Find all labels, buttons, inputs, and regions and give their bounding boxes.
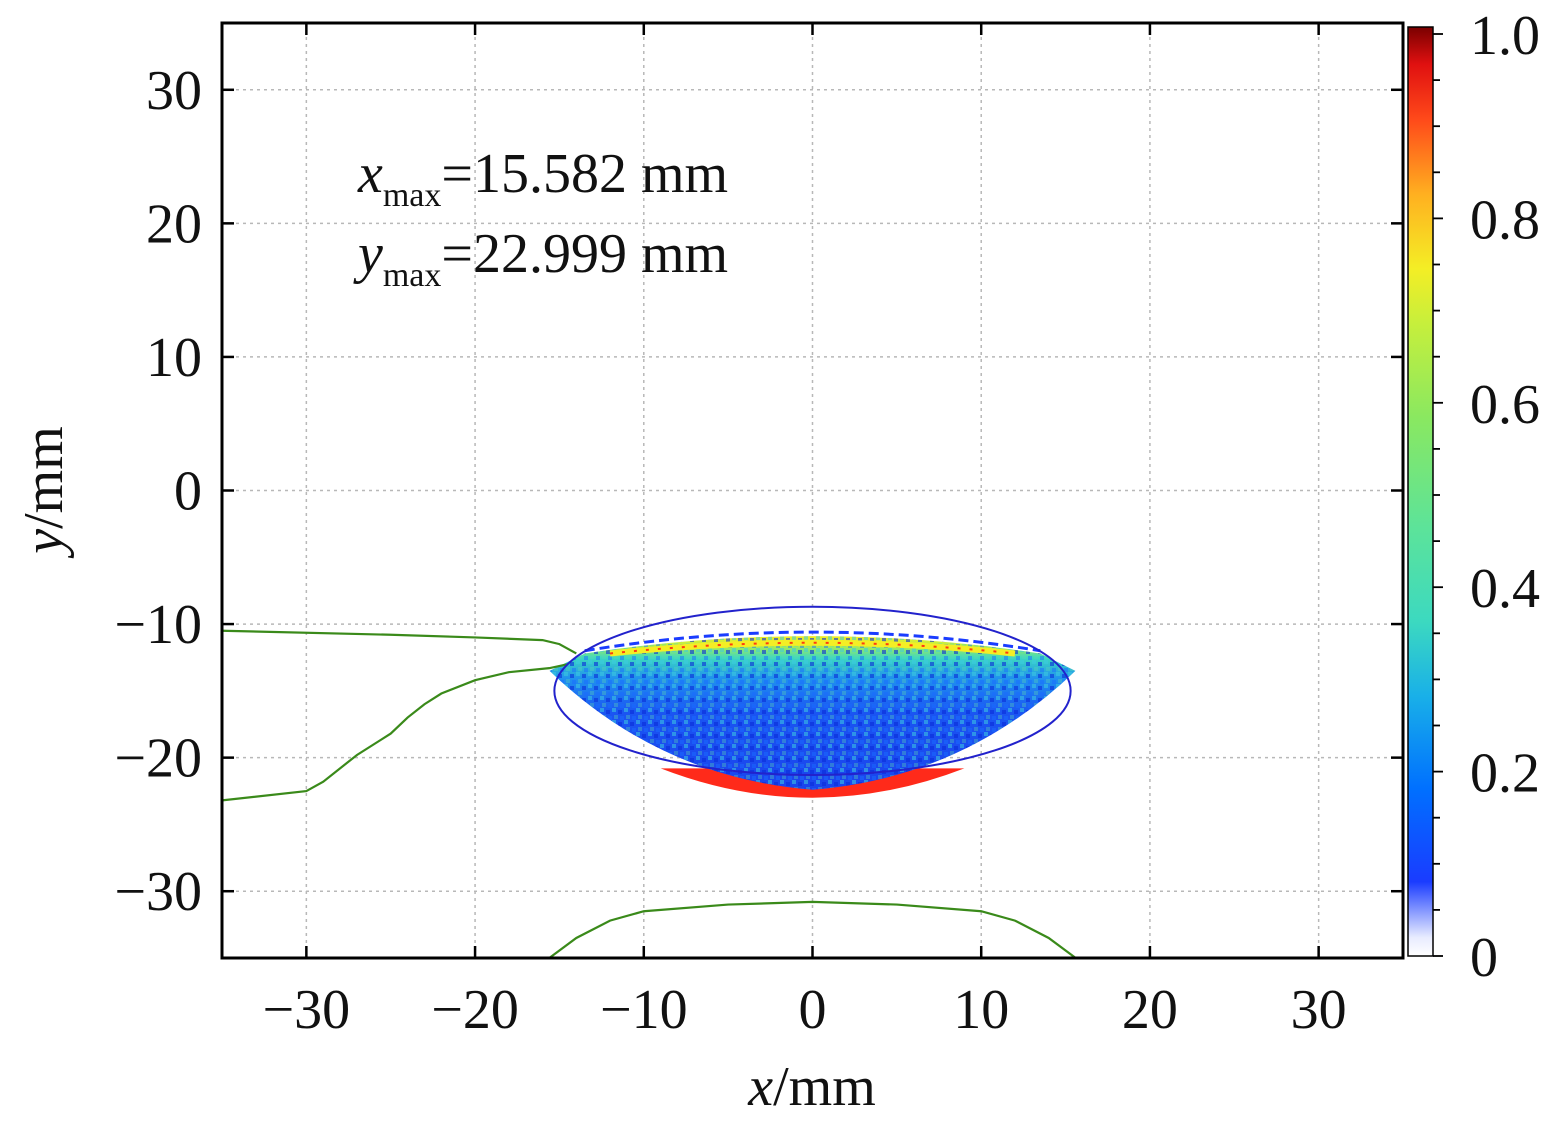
- y-tick-label: 30: [146, 60, 202, 122]
- y-tick-label: −20: [114, 728, 202, 790]
- x-tick-label: 30: [1291, 979, 1347, 1041]
- x-tick-labels: −30 −20 −10 0 10 20 30: [263, 979, 1347, 1041]
- y-tick-label: 10: [146, 327, 202, 389]
- y-tick-label: −10: [114, 594, 202, 656]
- x-tick-label: 20: [1122, 979, 1178, 1041]
- outline-ellipse: [553, 605, 1072, 777]
- y-tick-labels: −30 −20 −10 0 10 20 30: [114, 60, 202, 923]
- colorbar-tick-label: 0.2: [1470, 743, 1540, 805]
- green-curve-lower-left: [222, 663, 569, 802]
- colorbar-tick-labels: 0 0.2 0.4 0.6 0.8 1.0: [1470, 5, 1540, 989]
- colorbar-ticks: [1433, 33, 1443, 957]
- colorbar-frame: [1407, 26, 1434, 957]
- green-curve-upper-left: [222, 629, 577, 655]
- y-tick-label: 0: [174, 461, 202, 523]
- colorbar-tick-label: 0.4: [1470, 558, 1540, 620]
- x-tick-label: 0: [799, 979, 827, 1041]
- heat-noise: [549, 636, 1076, 790]
- x-tick-label: −20: [431, 979, 519, 1041]
- annotation-y-max: ymax=22.999 mm: [353, 223, 728, 294]
- heat-ridge-peaks: [609, 641, 1016, 655]
- colorbar-tick-label: 0.8: [1470, 189, 1540, 251]
- heatmap-region: [549, 630, 1076, 798]
- x-tick-label: −10: [600, 979, 688, 1041]
- green-curves: [222, 629, 1077, 958]
- colorbar: [1408, 27, 1433, 956]
- x-tick-label: −30: [263, 979, 351, 1041]
- y-tick-label: −30: [114, 861, 202, 923]
- x-axis-label: x/mm: [747, 1056, 876, 1118]
- colorbar-tick-label: 0: [1470, 927, 1498, 989]
- y-tick-label: 20: [146, 193, 202, 255]
- x-tick-label: 10: [953, 979, 1009, 1041]
- colorbar-tick-label: 0.6: [1470, 374, 1540, 436]
- annotation-x-max: xmax=15.582 mm: [357, 143, 728, 214]
- y-axis-label: y/mm: [13, 426, 75, 559]
- colorbar-tick-label: 1.0: [1470, 5, 1540, 67]
- axis-ticks: [222, 23, 1403, 958]
- heat-top-edge: [584, 630, 1041, 653]
- outline-ellipse-shape: [553, 605, 1072, 777]
- green-curve-bottom-arc: [548, 900, 1077, 958]
